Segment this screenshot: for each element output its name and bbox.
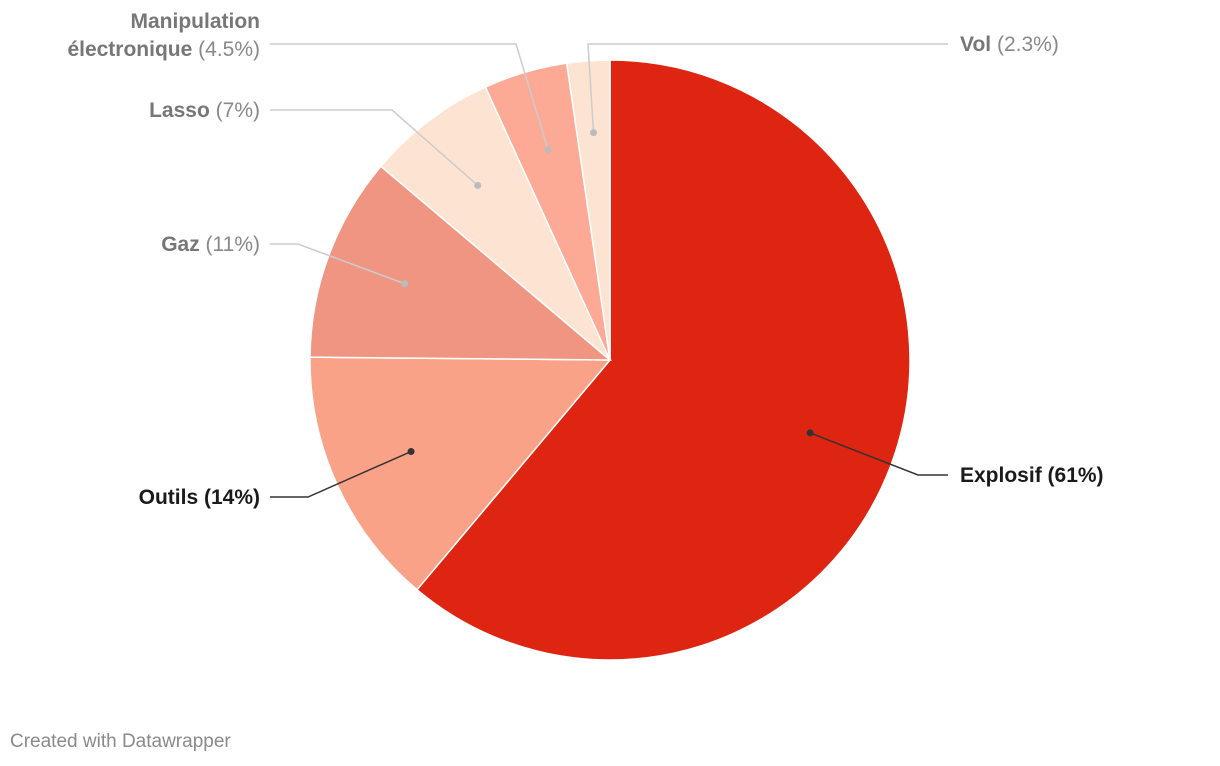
leader-dot-explosif [806,429,814,437]
leader-dot-gaz [401,280,409,288]
leader-lines [270,43,948,498]
leader-dot-outils [407,448,415,456]
slice-label-lasso: Lasso (7%) [149,99,260,122]
pie-slice-explosif [415,59,911,661]
leader-line-gaz [270,243,405,285]
slice-label-vol: Vol (2.3%) [960,33,1059,56]
leader-line-vol [587,43,948,133]
leader-line-outils [270,450,412,498]
slice-label-manipulation-electronique: Manipulation électronique (4.5%) [67,10,260,61]
pie-slice-outils [309,356,612,591]
slice-label-explosif: Explosif (61%) [960,464,1104,487]
slice-label-gaz: Gaz (11%) [161,233,260,256]
credit-text: Created with Datawrapper [10,731,231,752]
leader-dot-lasso [474,181,482,189]
slice-labels: Explosif (61%) Outils (14%) Gaz (11%) Lasso… [67,10,1103,509]
leader-line-manipulation-electronique [270,43,549,151]
leader-dot-vol [590,129,598,137]
leader-line-explosif [809,432,948,476]
leader-line-lasso [270,109,479,187]
pie-slices [309,59,911,661]
slice-label-outils: Outils (14%) [139,486,260,509]
pie-slice-lasso [379,86,611,361]
leader-dot-manipulation-electronique [544,146,552,154]
